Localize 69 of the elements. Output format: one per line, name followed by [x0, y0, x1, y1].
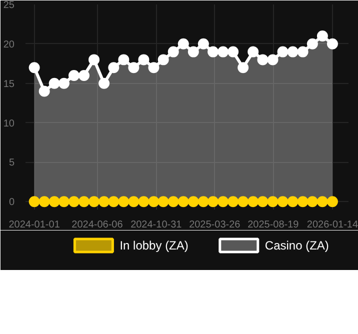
point — [38, 86, 50, 97]
point — [148, 196, 160, 208]
point — [297, 46, 308, 58]
point — [68, 196, 80, 208]
point — [316, 196, 328, 208]
y-tick-label: 0 — [8, 197, 15, 208]
point — [198, 38, 209, 50]
point — [188, 196, 199, 208]
point — [118, 54, 130, 66]
x-tick-label: 2024-10-31 — [130, 220, 182, 230]
point — [208, 196, 219, 208]
legend-label: In lobby (ZA) — [120, 238, 188, 252]
point — [178, 196, 189, 208]
point — [277, 196, 288, 208]
point — [228, 196, 239, 208]
y-tick-label: 10 — [3, 118, 15, 130]
point — [128, 196, 140, 208]
point — [108, 196, 120, 208]
point — [238, 62, 249, 74]
point — [28, 196, 40, 208]
point — [98, 78, 110, 89]
point — [178, 38, 189, 50]
point — [168, 46, 179, 58]
y-tick-label: 25 — [3, 0, 15, 11]
point — [58, 196, 70, 208]
point — [326, 38, 338, 50]
point — [88, 54, 100, 66]
point — [88, 196, 100, 208]
point — [138, 54, 150, 66]
x-tick-label: 2025-08-19 — [248, 220, 300, 230]
point — [188, 46, 199, 58]
point — [326, 196, 338, 208]
point — [238, 196, 249, 208]
point — [248, 46, 259, 58]
point — [158, 54, 169, 66]
legend-label: Casino (ZA) — [264, 238, 329, 252]
point — [297, 196, 308, 208]
point — [316, 30, 328, 42]
point — [168, 196, 179, 208]
point — [228, 46, 239, 58]
y-tick-label: 5 — [8, 158, 15, 169]
point — [118, 196, 130, 208]
point — [78, 196, 90, 208]
point — [248, 196, 259, 208]
point — [158, 196, 169, 208]
y-tick-label: 15 — [3, 78, 15, 90]
x-tick-label: 2024-01-01 — [8, 220, 60, 230]
x-tick-label: 2025-03-26 — [189, 220, 241, 230]
point — [257, 196, 268, 208]
point — [306, 196, 318, 208]
point — [128, 62, 140, 74]
point — [38, 196, 50, 208]
y-tick-label: 20 — [3, 39, 15, 50]
x-tick-label: 2026-01-14 — [306, 220, 358, 230]
point — [28, 62, 40, 74]
point — [267, 196, 278, 208]
point — [78, 70, 90, 81]
point — [48, 196, 60, 208]
point — [267, 54, 278, 66]
point — [306, 38, 318, 50]
point — [287, 196, 298, 208]
point — [58, 78, 70, 89]
point — [198, 196, 209, 208]
point — [148, 62, 160, 74]
point — [98, 196, 110, 208]
point — [138, 196, 150, 208]
point — [218, 196, 229, 208]
point — [108, 62, 120, 74]
x-tick-label: 2024-06-06 — [72, 220, 124, 230]
